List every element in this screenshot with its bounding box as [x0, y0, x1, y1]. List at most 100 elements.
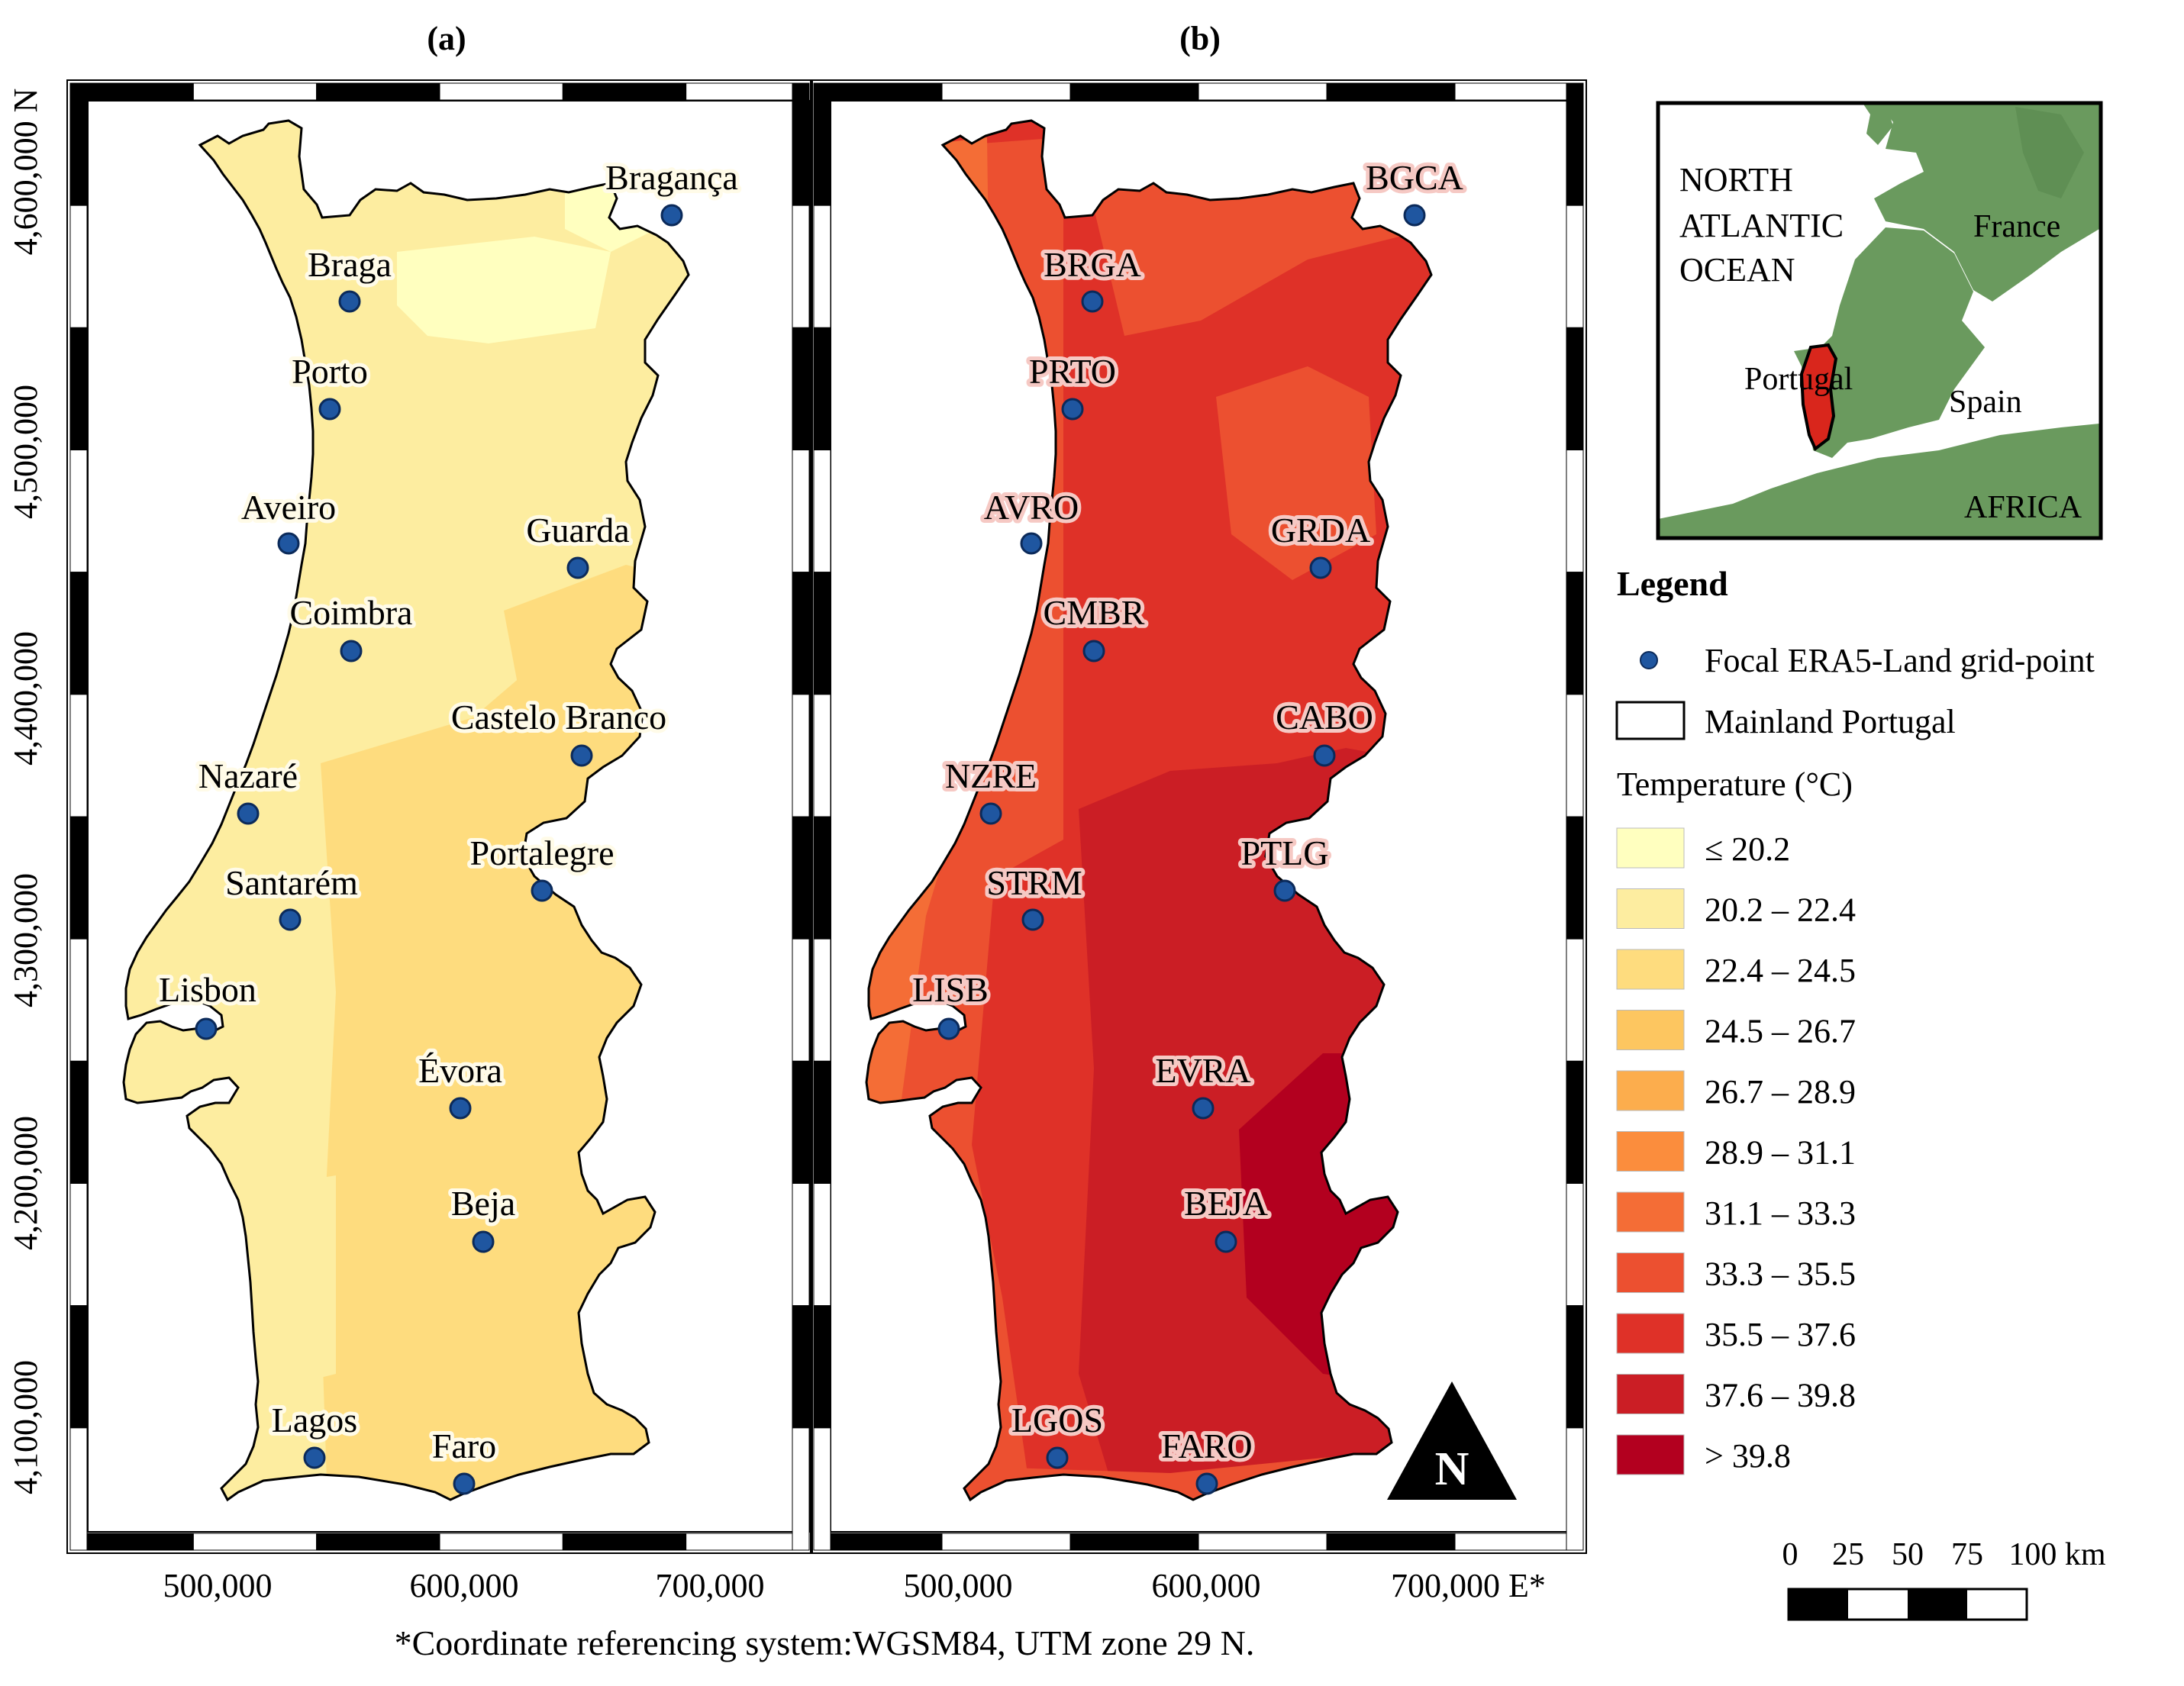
city-label: Porto [292, 352, 368, 391]
frame-tick-left [813, 1060, 831, 1185]
panel-a-label: (a) [427, 20, 466, 57]
city-label: Évora [418, 1051, 502, 1090]
legend-temperature-title: Temperature (°C) [1617, 766, 1853, 803]
frame-tick-left [69, 205, 88, 328]
city-label: Castelo Branco [451, 698, 666, 737]
grid-point-marker [1403, 204, 1426, 227]
panel-a-grid-points: Bragança Braga Porto Aveiro Guarda Coimbra Cas… [155, 154, 742, 1495]
north-arrow-icon [1387, 1381, 1517, 1500]
legend-swatch [1616, 1434, 1685, 1475]
frame-tick-left [69, 450, 88, 573]
frame-tick-bottom [192, 1533, 318, 1551]
frame-tick-bottom [1454, 1533, 1584, 1551]
panel-b-frame [810, 79, 1587, 1554]
frame-tick-top [316, 82, 440, 101]
grid-point-marker [1313, 744, 1336, 767]
frame-tick-bottom [316, 1533, 440, 1551]
city-label: EVRA [1155, 1051, 1250, 1090]
city-label: BRGA [1044, 245, 1141, 284]
legend-class-label: 26.7 – 28.9 [1705, 1073, 1856, 1111]
city-label: LISB [912, 970, 989, 1009]
city-label: Braga [308, 245, 392, 284]
grid-point-marker [1046, 1446, 1069, 1469]
legend-swatch [1616, 1191, 1685, 1233]
inset-ocean-line-3: OCEAN [1679, 251, 1795, 289]
frame-tick-right [792, 938, 810, 1062]
frame-tick-right [792, 327, 810, 451]
city-label: CABO [1276, 698, 1373, 737]
scale-bar-segment-3 [1908, 1589, 1967, 1620]
frame-tick-top [813, 82, 943, 101]
legend-swatch [1616, 888, 1685, 929]
legend-point-label: Focal ERA5-Land grid-point [1705, 642, 2095, 679]
frame-tick-top [562, 82, 687, 101]
frame-tick-bottom [941, 1533, 1071, 1551]
scale-tick-25: 25 [1832, 1537, 1864, 1572]
frame-tick-right [792, 1305, 810, 1429]
city-label: Guarda [526, 511, 629, 550]
frame-tick-left [813, 694, 831, 817]
frame-tick-left [813, 572, 831, 695]
legend-boundary-label: Mainland Portugal [1705, 703, 1956, 740]
inset-ocean-line-1: NORTH [1679, 161, 1793, 198]
inset-portugal-label: Portugal [1744, 362, 1853, 397]
frame-tick-right [1566, 816, 1584, 940]
inset-france-label: France [1973, 209, 2060, 244]
city-label: Aveiro [241, 488, 336, 527]
legend-class-label: 24.5 – 26.7 [1705, 1013, 1856, 1050]
legend-point-symbol [1640, 651, 1658, 669]
frame-tick-right [792, 694, 810, 817]
grid-point-marker [979, 802, 1002, 825]
city-label: Faro [432, 1426, 496, 1465]
frame-tick-top [941, 82, 1071, 101]
city-label: FARO [1161, 1426, 1252, 1465]
frame-tick-right [1566, 694, 1584, 817]
city-label: Lagos [272, 1401, 357, 1439]
frame-tick-left [69, 327, 88, 451]
legend-class-label: 28.9 – 31.1 [1705, 1134, 1856, 1172]
legend-class-label: 33.3 – 35.5 [1705, 1256, 1856, 1293]
panel-a-frame [66, 79, 813, 1554]
grid-point-marker [1195, 1472, 1218, 1495]
y-tick-label: 4,500,000 [7, 385, 44, 519]
city-label: PRTO [1029, 352, 1116, 391]
legend-boundary-symbol [1615, 701, 1686, 740]
frame-tick-top [686, 82, 810, 101]
inset-spain-label: Spain [1949, 385, 2022, 420]
grid-point-marker [472, 1230, 495, 1253]
legend-swatch [1616, 1252, 1685, 1293]
frame-tick-right [792, 1060, 810, 1185]
inset-land [1658, 103, 2099, 538]
legend-class-label: ≤ 20.2 [1705, 830, 1790, 868]
frame-tick-left [813, 816, 831, 940]
frame-tick-left [813, 82, 831, 206]
inset-spain [1794, 227, 1985, 458]
frame-tick-top [1198, 82, 1327, 101]
legend-swatch [1616, 827, 1685, 869]
north-arrow: N [1387, 1381, 1517, 1500]
city-label: PTLG [1241, 833, 1329, 872]
frame-tick-left [813, 938, 831, 1062]
y-axis-tick-labels: 4,600,000 N 4,500,000 4,400,000 4,300,000 4,… [7, 89, 44, 1494]
frame-tick-right [792, 572, 810, 695]
scale-tick-0: 0 [1782, 1537, 1798, 1572]
frame-tick-right [1566, 1060, 1584, 1185]
grid-point-marker [303, 1446, 326, 1469]
frame-tick-right [792, 1183, 810, 1307]
inset-continent-east [2015, 107, 2084, 198]
frame-tick-bottom [1069, 1533, 1199, 1551]
y-tick-label: 4,600,000 N [7, 89, 44, 256]
frame-tick-left [69, 82, 88, 206]
scale-bar-segment-1 [1789, 1589, 1848, 1620]
frame-tick-top [1454, 82, 1584, 101]
city-label: Coimbra [290, 593, 413, 632]
legend-class-label: 22.4 – 24.5 [1705, 952, 1856, 989]
legend-swatch [1616, 1374, 1685, 1414]
frame-tick-bottom [1326, 1533, 1456, 1551]
grid-point-marker [570, 744, 593, 767]
frame-tick-right [792, 450, 810, 573]
frame-tick-left [69, 816, 88, 940]
grid-point-marker [449, 1097, 472, 1120]
frame-tick-left [813, 205, 831, 328]
